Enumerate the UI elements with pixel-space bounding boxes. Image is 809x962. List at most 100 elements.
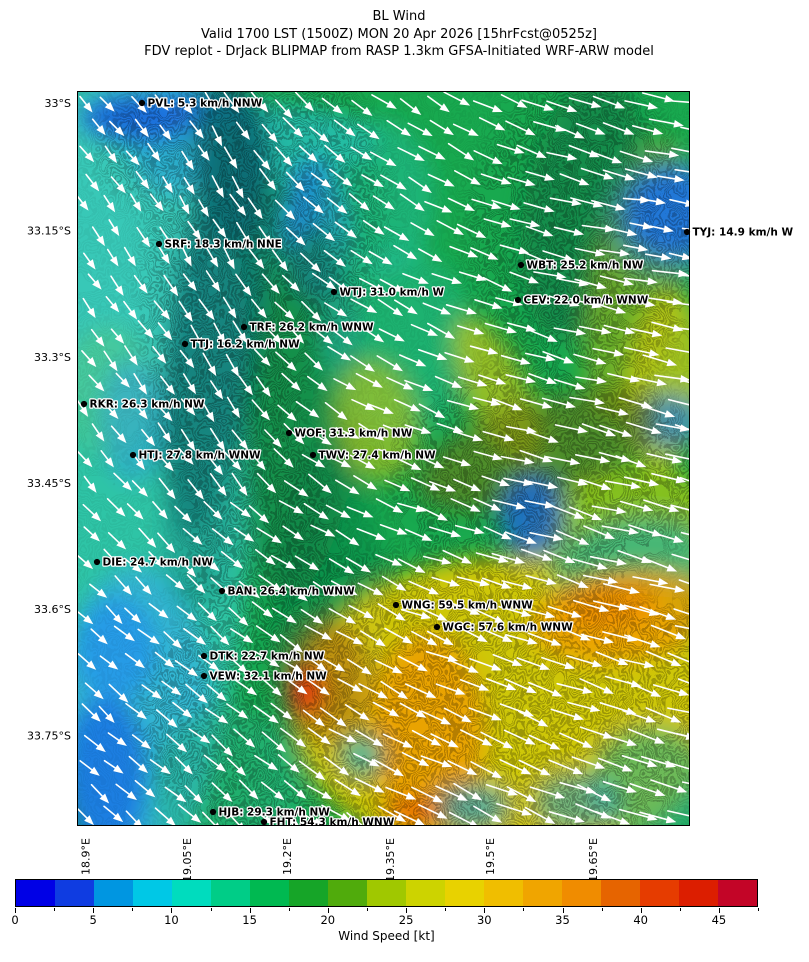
wind-arrow — [500, 354, 531, 365]
wind-arrow — [500, 455, 535, 465]
wind-arrow — [358, 422, 385, 441]
colorbar-tick — [406, 908, 408, 913]
wind-arrow — [77, 806, 94, 826]
wind-arrow — [404, 379, 434, 392]
wind-arrow — [328, 728, 358, 743]
colorbar-tick — [249, 908, 251, 913]
wind-arrow — [220, 550, 244, 569]
wind-arrow — [411, 630, 438, 646]
wind-arrow — [258, 574, 283, 592]
wind-arrow — [499, 244, 530, 255]
wind-arrow — [124, 345, 138, 366]
wind-arrow — [623, 277, 658, 286]
station-label: HJB: 29.3 km/h NW — [219, 807, 331, 819]
wind-arrow — [344, 703, 370, 721]
wind-arrow — [85, 173, 100, 192]
wind-arrow — [178, 447, 194, 465]
wind-arrow — [377, 603, 406, 621]
wind-arrow — [618, 658, 655, 669]
wind-arrow — [275, 807, 300, 826]
wind-arrow — [529, 786, 566, 799]
station-label: TYJ: 14.9 km/h W — [693, 227, 794, 239]
wind-arrow — [319, 707, 347, 727]
wind-arrow — [483, 218, 512, 228]
colorbar-segment — [172, 880, 211, 906]
wind-arrow — [79, 95, 93, 113]
wind-arrow — [180, 398, 196, 416]
wind-arrow — [321, 97, 343, 114]
wind-arrow — [386, 376, 414, 390]
wind-arrow — [330, 580, 358, 596]
wind-arrow — [309, 430, 332, 446]
colorbar-tick — [288, 908, 290, 911]
wind-arrow — [553, 226, 585, 236]
wind-arrow — [223, 91, 240, 114]
wind-arrow — [188, 728, 211, 744]
wind-arrow — [527, 328, 558, 342]
wind-arrow — [205, 707, 229, 724]
wind-arrow — [179, 195, 190, 215]
station-RKR: RKR: 26.3 km/h NW — [80, 397, 206, 412]
wind-arrow — [77, 448, 93, 468]
wind-arrow — [549, 197, 583, 207]
wind-arrow — [351, 99, 373, 117]
wind-arrow — [285, 171, 305, 192]
wind-arrow — [141, 684, 163, 700]
wind-arrow — [164, 786, 187, 803]
wind-arrow — [161, 680, 182, 696]
wind-arrow — [410, 477, 441, 491]
wind-arrow — [671, 553, 690, 567]
wind-arrow — [295, 400, 320, 418]
wind-arrow — [183, 177, 195, 195]
wind-arrow — [248, 505, 270, 524]
wind-arrow — [79, 760, 100, 776]
station-dot — [218, 587, 226, 595]
wind-arrow — [548, 759, 584, 775]
wind-arrow — [236, 221, 251, 246]
wind-arrow — [559, 732, 593, 748]
wind-arrow — [677, 678, 690, 692]
wind-arrow — [482, 276, 513, 292]
station-WBT: WBT: 25.2 km/h NW — [517, 258, 645, 273]
station-labels: PVL: 5.3 km/h NNW SRF: 18.3 km/h NNE TYJ: … — [80, 96, 795, 830]
wind-arrow — [431, 576, 461, 587]
wind-arrow — [554, 424, 589, 434]
wind-arrow — [580, 633, 614, 644]
colorbar-segment — [679, 880, 718, 906]
wind-map-svg: PVL: 5.3 km/h NNW SRF: 18.3 km/h NNE TYJ: … — [27, 91, 795, 882]
wind-arrow — [417, 455, 445, 469]
wind-arrow — [426, 630, 454, 646]
wind-arrow — [450, 602, 481, 615]
wind-arrow — [90, 328, 105, 347]
wind-arrow — [689, 447, 690, 456]
wind-arrow — [178, 557, 197, 578]
lon-tick-label: 19.65°E — [587, 838, 600, 882]
station-dot — [138, 99, 146, 107]
wind-arrow — [453, 478, 482, 492]
wind-arrow — [504, 678, 537, 694]
wind-arrow — [384, 627, 413, 644]
wind-arrow — [309, 126, 330, 143]
wind-arrow — [681, 226, 690, 235]
wind-arrow — [310, 172, 332, 188]
wind-arrow — [519, 449, 553, 463]
wind-arrow — [509, 271, 540, 284]
wind-arrow — [553, 378, 586, 390]
wind-arrow — [380, 174, 407, 190]
wind-arrow — [665, 347, 690, 357]
wind-arrow — [473, 805, 503, 823]
wind-arrow — [141, 428, 156, 447]
wind-arrow — [481, 475, 511, 487]
wind-arrow — [238, 580, 261, 599]
wind-arrow — [327, 345, 352, 361]
wind-arrow — [449, 659, 479, 673]
station-label: WBT: 25.2 km/h NW — [527, 260, 644, 272]
wind-arrow — [91, 118, 106, 136]
plot-title: BL Wind — [372, 9, 426, 24]
station-label: HTJ: 27.8 km/h WNW — [139, 450, 262, 462]
wind-arrow — [631, 376, 668, 387]
colorbar-segment — [640, 880, 679, 906]
wind-arrow — [206, 453, 224, 476]
colorbar-segment — [289, 880, 328, 906]
wind-arrow — [383, 226, 410, 241]
